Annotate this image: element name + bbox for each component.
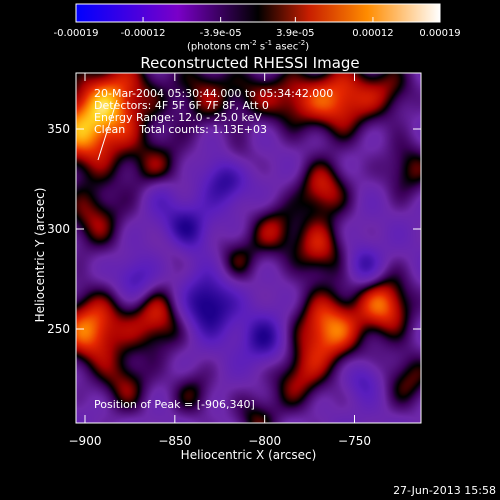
info-line-time: 20-Mar-2004 05:30:44.000 to 05:34:42.000 (94, 87, 334, 100)
info-line-detectors: Detectors: 4F 5F 6F 7F 8F, Att 0 (94, 99, 269, 112)
colorbar-tick-label: -3.9e-05 (200, 28, 242, 39)
info-line-energy: Energy Range: 12.0 - 25.0 keV (94, 111, 262, 124)
info-line-clean: Clean Total counts: 1.13E+03 (94, 123, 268, 136)
units-text: s (256, 41, 266, 53)
colorbar-tick-label: -0.00019 (54, 28, 99, 39)
peak-position-text: Position of Peak = [-906,340] (94, 398, 255, 411)
units-text: asec (272, 41, 299, 53)
units-exp: -1 (265, 39, 273, 47)
colorbar-tick-label: 0.00019 (419, 28, 460, 39)
chart-title: Reconstructed RHESSI Image (140, 54, 360, 72)
colorbar-tick-label: 3.9e-05 (276, 28, 314, 39)
colorbar-tick-label: 0.00012 (352, 28, 393, 39)
colorbar: -0.00019 -0.00012 -3.9e-05 3.9e-05 0.00012 0.… (54, 3, 461, 39)
units-exp: -2 (249, 39, 257, 47)
colorbar-gradient (75, 3, 441, 23)
units-exp: -2 (298, 39, 306, 47)
y-axis-label: Heliocentric Y (arcsec) (33, 187, 47, 323)
colorbar-tick-label: -0.00012 (121, 28, 166, 39)
units-text: ) (305, 41, 310, 53)
x-axis-label: Heliocentric X (arcsec) (180, 448, 317, 462)
colorbar-units: (photons cm-2 s-1 asec-2) (187, 39, 309, 52)
footer-date: 27-Jun-2013 15:58 (393, 484, 496, 497)
units-text: (photons cm (187, 41, 250, 53)
